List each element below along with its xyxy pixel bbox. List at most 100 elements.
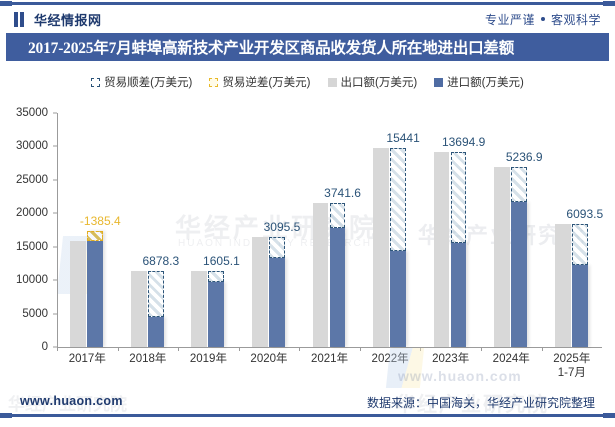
bar-import[interactable] bbox=[147, 317, 164, 347]
x-axis-label-line: 2018年 bbox=[129, 353, 167, 365]
x-axis-tick-mark bbox=[57, 347, 58, 351]
x-axis-label: 2021年 bbox=[299, 352, 360, 380]
x-axis-label-line: 2024年 bbox=[492, 353, 530, 365]
tagline-right: 客观科学 bbox=[550, 12, 601, 27]
x-axis-label: 2017年 bbox=[57, 352, 118, 380]
x-axis-tick-mark bbox=[178, 347, 180, 351]
y-axis-tick-label: 15000 bbox=[16, 240, 48, 253]
legend-item[interactable]: 进口额(万美元) bbox=[434, 74, 524, 90]
bar-group[interactable]: 3095.5 bbox=[238, 113, 300, 351]
legend-label: 贸易顺差(万美元) bbox=[104, 77, 193, 89]
y-axis-tick-mark bbox=[53, 145, 57, 147]
bar-import[interactable] bbox=[571, 264, 588, 347]
data-label-balance: -1385.4 bbox=[79, 214, 121, 229]
bar-import[interactable] bbox=[208, 281, 225, 347]
x-axis-labels: 2017年 2018年 2019年 2020年 2021年 2022年 2023年 2024年… bbox=[57, 352, 602, 380]
x-axis-tick-mark bbox=[359, 347, 361, 351]
bar-export[interactable] bbox=[70, 240, 87, 347]
y-axis-line bbox=[57, 113, 58, 348]
y-axis-tick-mark bbox=[53, 313, 57, 315]
bar-export[interactable] bbox=[373, 147, 389, 347]
bar-group[interactable]: 3741.6 bbox=[299, 113, 361, 351]
x-axis-tick-mark bbox=[299, 347, 301, 351]
book-mark-icon bbox=[14, 11, 27, 27]
data-label-balance: 13694.9 bbox=[441, 134, 486, 149]
trade-surplus-box bbox=[147, 271, 164, 318]
data-label-balance: 3095.5 bbox=[263, 220, 301, 235]
trade-surplus-box bbox=[571, 224, 588, 265]
legend-swatch-icon bbox=[434, 77, 444, 87]
legend-item[interactable]: 出口额(万美元) bbox=[327, 74, 418, 90]
bar-import[interactable] bbox=[511, 201, 527, 347]
bar-group[interactable]: 1605.1 bbox=[178, 113, 240, 351]
trade-surplus-box bbox=[329, 203, 346, 229]
bar-group[interactable]: 13694.9 bbox=[420, 113, 485, 351]
x-axis-label: 2023年 bbox=[420, 352, 481, 380]
bar-group[interactable]: -1385.4 bbox=[57, 113, 121, 351]
bar-group[interactable]: 6093.5 bbox=[541, 113, 603, 351]
bar-group[interactable]: 5236.9 bbox=[480, 113, 543, 351]
legend-item[interactable]: 贸易顺差(万美元) bbox=[91, 74, 192, 90]
bar-export[interactable] bbox=[252, 237, 268, 347]
x-axis-tick-mark bbox=[238, 347, 240, 351]
trade-deficit-box bbox=[87, 231, 104, 241]
x-axis-label: 2018年 bbox=[118, 352, 179, 380]
chart-legend: 贸易顺差(万美元) 贸易逆差(万美元) 出口额(万美元) 进口额(万美元) bbox=[0, 74, 615, 90]
bottom-divider bbox=[0, 413, 615, 418]
page-header: 华经情报网 专业严谨 客观科学 bbox=[0, 6, 615, 32]
x-axis-tick-mark bbox=[420, 347, 422, 351]
x-axis-label-line: 2017年 bbox=[68, 353, 106, 365]
page-footer: www.huaon.com 数据来源：中国海关，华经产业研究院整理 bbox=[0, 394, 615, 411]
legend-label: 出口额(万美元) bbox=[340, 77, 418, 89]
trade-surplus-box bbox=[511, 166, 527, 202]
data-label-balance: 6093.5 bbox=[566, 206, 604, 221]
plot-region: -1385.4 6878.3 1605.1 3095.5 3741.6 15441 1369… bbox=[16, 107, 603, 353]
dot-separator-icon bbox=[540, 17, 545, 21]
bar-import[interactable] bbox=[268, 258, 285, 347]
x-axis-label-line: 1-7月 bbox=[557, 367, 586, 379]
data-label-balance: 1605.1 bbox=[203, 253, 240, 268]
y-axis-tick-label: 20000 bbox=[16, 207, 48, 220]
bar-import[interactable] bbox=[329, 228, 346, 347]
bar-export[interactable] bbox=[494, 166, 510, 347]
tagline-left: 专业严谨 bbox=[484, 12, 535, 27]
bar-export[interactable] bbox=[433, 151, 450, 347]
bar-export[interactable] bbox=[130, 271, 147, 347]
legend-label: 进口额(万美元) bbox=[447, 77, 524, 89]
data-label-balance: 3741.6 bbox=[324, 186, 361, 201]
bar-export[interactable] bbox=[554, 223, 571, 347]
x-axis-line bbox=[57, 347, 602, 348]
x-axis-tick-mark bbox=[480, 347, 482, 351]
page-title: 2017-2025年7月蚌埠高新技术产业开发区商品收发货人所在地进出口差额 bbox=[28, 40, 515, 57]
x-axis-tick-mark bbox=[541, 347, 543, 351]
brand-name: 华经情报网 bbox=[34, 12, 102, 28]
trade-surplus-box bbox=[390, 147, 406, 251]
top-divider bbox=[0, 1, 615, 6]
bar-import[interactable] bbox=[450, 243, 467, 347]
bar-export[interactable] bbox=[191, 270, 208, 347]
data-label-balance: 6878.3 bbox=[142, 254, 180, 269]
legend-item[interactable]: 贸易逆差(万美元) bbox=[209, 74, 311, 90]
x-axis-label-line: 2021年 bbox=[310, 353, 349, 365]
header-tagline: 专业严谨 客观科学 bbox=[485, 11, 601, 28]
x-axis-label: 2025年 1-7月 bbox=[542, 352, 603, 380]
y-axis-tick-mark bbox=[53, 212, 57, 214]
x-axis-label-line: 2020年 bbox=[250, 353, 288, 365]
bar-import[interactable] bbox=[87, 231, 104, 347]
footer-source: 数据来源：中国海关，华经产业研究院整理 bbox=[366, 396, 595, 410]
x-axis-label: 2022年 bbox=[360, 352, 421, 380]
chart-area: 华经产业研究院 HUAON INDUSTRY RESEARCH 华经产业研究院 … bbox=[0, 96, 615, 416]
x-axis-label: 2019年 bbox=[178, 352, 239, 380]
y-axis-tick-mark bbox=[53, 179, 57, 181]
bar-group[interactable]: 15441 bbox=[359, 113, 421, 351]
x-axis-label: 2024年 bbox=[481, 352, 542, 380]
x-axis-label-line: 2022年 bbox=[371, 353, 409, 365]
bar-group[interactable]: 6878.3 bbox=[117, 113, 179, 351]
y-axis-tick-label: 30000 bbox=[16, 140, 48, 153]
bar-import[interactable] bbox=[390, 251, 406, 347]
x-axis-label: 2020年 bbox=[239, 352, 300, 380]
bar-export[interactable] bbox=[312, 203, 329, 347]
y-axis-tick-mark bbox=[53, 246, 57, 248]
x-axis-label-line: 2023年 bbox=[432, 353, 470, 365]
y-axis-tick-mark bbox=[53, 279, 57, 281]
